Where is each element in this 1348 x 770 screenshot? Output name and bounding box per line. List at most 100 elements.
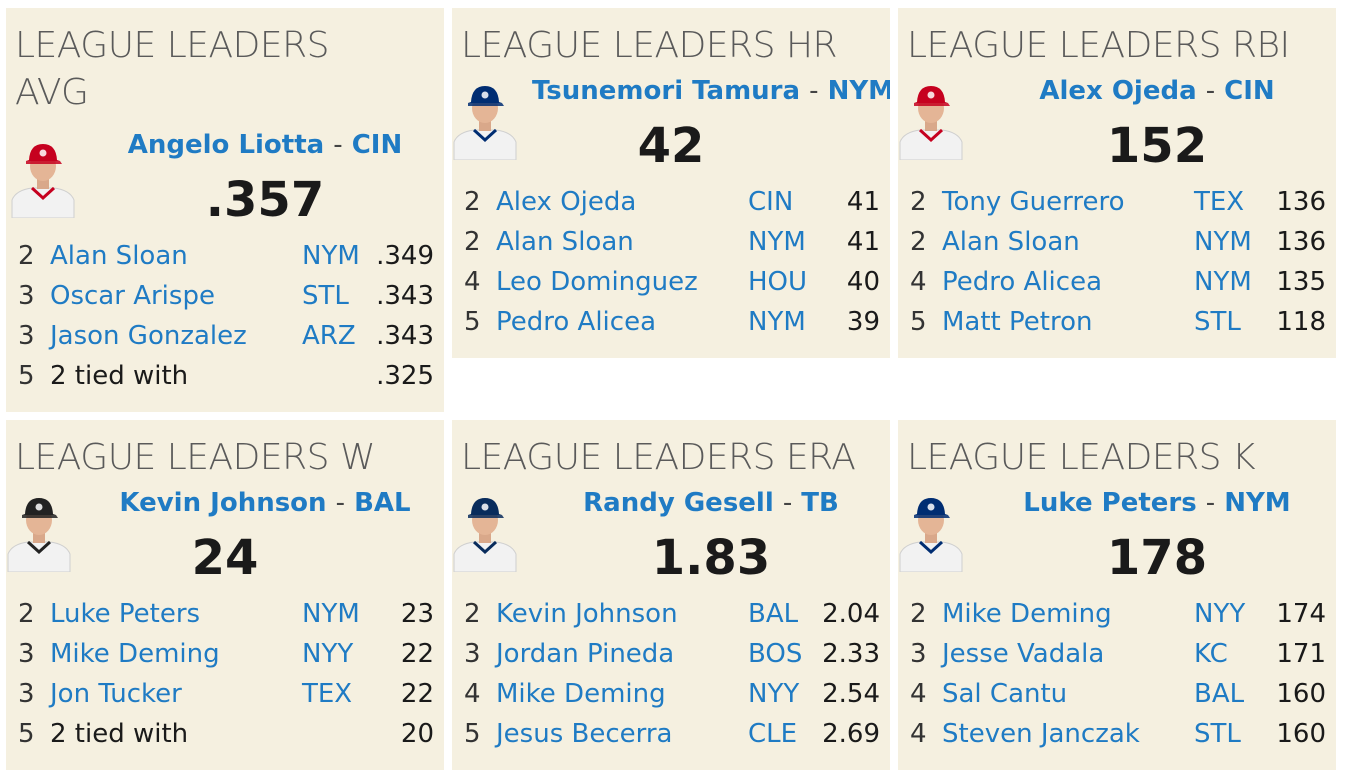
row-value: 2.69	[822, 719, 880, 749]
leader-row: 4 Steven Janczak STL 160	[898, 714, 1336, 754]
row-player-name[interactable]: Alan Sloan	[496, 227, 634, 257]
player-headshot-icon	[899, 498, 963, 572]
player-avatar[interactable]	[6, 488, 72, 572]
row-team[interactable]: NYY	[302, 639, 354, 669]
leader-link[interactable]: Kevin Johnson - BAL	[86, 488, 444, 518]
row-player-name[interactable]: Sal Cantu	[942, 679, 1068, 709]
row-value: 136	[1276, 187, 1326, 217]
leader-link[interactable]: Angelo Liotta - CIN	[86, 130, 444, 160]
row-player-name[interactable]: Leo Dominguez	[496, 267, 698, 297]
leader-player-name[interactable]: Kevin Johnson	[119, 488, 327, 518]
leader-link[interactable]: Tsunemori Tamura - NYM	[532, 76, 890, 106]
player-avatar[interactable]	[452, 76, 518, 160]
row-value: 174	[1276, 599, 1326, 629]
player-avatar[interactable]	[452, 488, 518, 572]
leader-separator: -	[809, 76, 819, 106]
row-value: 160	[1276, 719, 1326, 749]
leader-player-name[interactable]: Angelo Liotta	[127, 130, 325, 160]
row-player-name[interactable]: Steven Janczak	[942, 719, 1140, 749]
row-team[interactable]: NYM	[302, 599, 360, 629]
row-player-name[interactable]: Oscar Arispe	[50, 281, 215, 311]
row-team[interactable]: HOU	[748, 267, 808, 297]
row-team[interactable]: NYM	[302, 241, 360, 271]
row-player-name[interactable]: Mike Deming	[942, 599, 1112, 629]
row-team[interactable]: KC	[1194, 639, 1228, 669]
leader-row: 4 Mike Deming NYY 2.54	[452, 674, 890, 714]
leader-row: 3 Oscar Arispe STL .343	[6, 276, 444, 316]
leader-team[interactable]: TB	[801, 488, 839, 518]
leaders-list: 2 Kevin Johnson BAL 2.04 3 Jordan Pineda BOS 2.…	[452, 594, 890, 754]
leader-team[interactable]: CIN	[1224, 76, 1275, 106]
row-value: 2.33	[822, 639, 880, 669]
row-player-name[interactable]: Tony Guerrero	[942, 187, 1125, 217]
row-team[interactable]: CIN	[748, 187, 794, 217]
leader-team[interactable]: BAL	[354, 488, 411, 518]
row-value: 2.54	[822, 679, 880, 709]
row-value: 136	[1276, 227, 1326, 257]
leaders-list: 2 Mike Deming NYY 174 3 Jesse Vadala KC 171 4 Sal…	[898, 594, 1336, 754]
row-player-name[interactable]: Pedro Alicea	[942, 267, 1102, 297]
row-rank: 5	[18, 719, 35, 749]
leader-separator: -	[1205, 488, 1216, 518]
row-player-name[interactable]: Mike Deming	[496, 679, 666, 709]
leader-row: 5 Matt Petron STL 118	[898, 302, 1336, 342]
row-team[interactable]: ARZ	[302, 321, 356, 351]
row-player-name[interactable]: Jon Tucker	[50, 679, 182, 709]
leader-team[interactable]: NYM	[827, 76, 890, 106]
leader-link[interactable]: Randy Gesell - TB	[532, 488, 890, 518]
leader-link[interactable]: Luke Peters - NYM	[978, 488, 1336, 518]
card-title: LEAGUE LEADERS RBI	[907, 25, 1290, 66]
row-player-name[interactable]: Luke Peters	[50, 599, 201, 629]
row-team[interactable]: STL	[302, 281, 349, 311]
row-team[interactable]: STL	[1194, 719, 1241, 749]
row-player-name[interactable]: Kevin Johnson	[496, 599, 678, 629]
card-hr: LEAGUE LEADERS HR Tsunemori Tamura - NYM…	[452, 8, 890, 358]
card-title: LEAGUE LEADERS HR	[461, 25, 838, 66]
leader-player-name[interactable]: Tsunemori Tamura	[532, 76, 801, 106]
leader-link[interactable]: Alex Ojeda - CIN	[978, 76, 1336, 106]
card-era: LEAGUE LEADERS ERA Randy Gesell - TB 1.8…	[452, 420, 890, 770]
row-player-name[interactable]: Matt Petron	[942, 307, 1093, 337]
row-value: 171	[1276, 639, 1326, 669]
leader-team[interactable]: NYM	[1224, 488, 1291, 518]
row-team[interactable]: BAL	[748, 599, 799, 629]
leader-row: 2 Luke Peters NYM 23	[6, 594, 444, 634]
row-team[interactable]: NYM	[1194, 227, 1252, 257]
row-team[interactable]: BAL	[1194, 679, 1245, 709]
row-team[interactable]: STL	[1194, 307, 1241, 337]
row-player-name: 2 tied with	[50, 361, 189, 391]
row-rank: 4	[464, 267, 481, 297]
row-player-name[interactable]: Mike Deming	[50, 639, 220, 669]
leader-team[interactable]: CIN	[351, 130, 403, 160]
row-team[interactable]: TEX	[302, 679, 353, 709]
row-player-name[interactable]: Jesse Vadala	[942, 639, 1105, 669]
row-value: 39	[846, 307, 880, 337]
row-player-name: 2 tied with	[50, 719, 189, 749]
leader-value: 24	[191, 530, 259, 586]
row-player-name[interactable]: Alan Sloan	[942, 227, 1080, 257]
leader-player-name[interactable]: Alex Ojeda	[1039, 76, 1197, 106]
row-team[interactable]: TEX	[1194, 187, 1245, 217]
player-avatar[interactable]	[898, 488, 964, 572]
row-player-name[interactable]: Jesus Becerra	[496, 719, 673, 749]
player-avatar[interactable]	[898, 76, 964, 160]
row-team[interactable]: NYY	[1194, 599, 1246, 629]
row-team[interactable]: BOS	[748, 639, 803, 669]
leader-row: 3 Mike Deming NYY 22	[6, 634, 444, 674]
row-value: 2.04	[822, 599, 880, 629]
row-team[interactable]: NYM	[1194, 267, 1252, 297]
row-player-name[interactable]: Alan Sloan	[50, 241, 188, 271]
row-player-name[interactable]: Pedro Alicea	[496, 307, 656, 337]
row-team[interactable]: NYM	[748, 227, 806, 257]
row-team[interactable]: NYY	[748, 679, 800, 709]
row-player-name[interactable]: Jason Gonzalez	[50, 321, 247, 351]
row-team[interactable]: CLE	[748, 719, 798, 749]
leader-player-name[interactable]: Randy Gesell	[583, 488, 774, 518]
row-player-name[interactable]: Jordan Pineda	[496, 639, 675, 669]
row-team[interactable]: NYM	[748, 307, 806, 337]
row-player-name[interactable]: Alex Ojeda	[496, 187, 637, 217]
leaders-list: 2 Tony Guerrero TEX 136 2 Alan Sloan NYM 136 4 Pe…	[898, 182, 1336, 342]
leader-player-name[interactable]: Luke Peters	[1023, 488, 1197, 518]
card-k: LEAGUE LEADERS K Luke Peters - NYM 178 2…	[898, 420, 1336, 770]
player-avatar[interactable]	[10, 134, 76, 218]
